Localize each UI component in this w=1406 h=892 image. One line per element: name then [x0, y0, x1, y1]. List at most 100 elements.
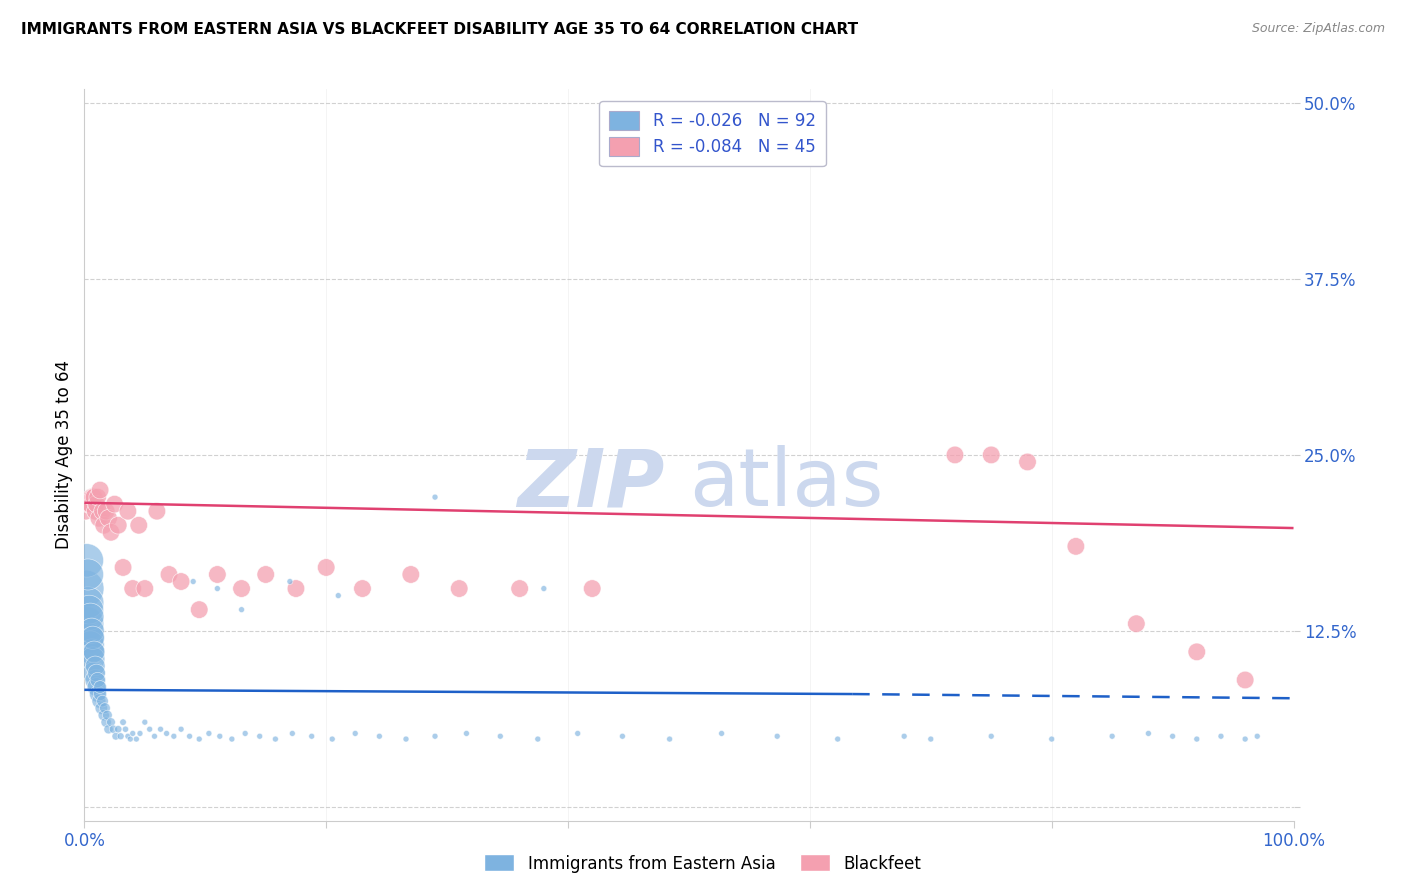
Point [1246, 729, 1268, 743]
Point [249, 729, 271, 743]
Point [103, 723, 125, 737]
Point [86, 665, 108, 680]
Point [658, 732, 681, 747]
Point [157, 567, 180, 582]
Point [87, 511, 110, 525]
Point [423, 490, 446, 504]
Point [75, 582, 97, 596]
Point [89, 483, 111, 497]
Point [1137, 726, 1160, 740]
Point [1040, 732, 1063, 747]
Point [449, 582, 471, 596]
Point [107, 518, 129, 533]
Point [94, 715, 117, 730]
Point [104, 497, 127, 511]
Point [117, 729, 139, 743]
Point [980, 729, 1002, 743]
Point [79, 609, 101, 624]
Point [281, 726, 304, 740]
Point [146, 504, 169, 518]
Point [527, 732, 550, 747]
Point [179, 729, 201, 743]
Point [87, 694, 110, 708]
Point [91, 694, 114, 708]
Point [399, 567, 422, 582]
Point [134, 715, 156, 730]
Point [82, 631, 104, 645]
Text: atlas: atlas [689, 445, 883, 524]
Point [395, 732, 418, 747]
Point [77, 497, 100, 511]
Point [208, 729, 231, 743]
Point [77, 567, 100, 582]
Point [121, 582, 143, 596]
Point [112, 560, 135, 574]
Point [94, 504, 117, 518]
Point [86, 680, 108, 694]
Point [79, 638, 101, 652]
Point [163, 729, 186, 743]
Point [612, 729, 634, 743]
Point [423, 729, 446, 743]
Point [231, 602, 253, 616]
Point [231, 582, 253, 596]
Point [82, 652, 104, 666]
Point [278, 574, 301, 589]
Point [84, 659, 107, 673]
Point [315, 560, 337, 574]
Point [207, 567, 229, 582]
Point [117, 504, 139, 518]
Point [77, 596, 100, 610]
Text: IMMIGRANTS FROM EASTERN ASIA VS BLACKFEET DISABILITY AGE 35 TO 64 CORRELATION CH: IMMIGRANTS FROM EASTERN ASIA VS BLACKFEE… [21, 22, 858, 37]
Point [89, 680, 111, 694]
Point [893, 729, 915, 743]
Point [1125, 616, 1147, 631]
Point [1017, 455, 1039, 469]
Point [1161, 729, 1184, 743]
Point [120, 732, 142, 747]
Point [352, 582, 374, 596]
Point [94, 701, 117, 715]
Point [567, 726, 589, 740]
Point [766, 729, 789, 743]
Point [86, 687, 108, 701]
Point [107, 723, 129, 737]
Point [77, 602, 100, 616]
Point [104, 729, 127, 743]
Point [83, 665, 105, 680]
Point [710, 726, 733, 740]
Point [75, 504, 97, 518]
Point [198, 726, 221, 740]
Point [76, 616, 98, 631]
Point [76, 553, 98, 567]
Point [509, 582, 531, 596]
Point [233, 726, 256, 740]
Point [125, 732, 148, 747]
Point [91, 504, 114, 518]
Point [114, 723, 136, 737]
Point [1234, 673, 1257, 687]
Legend: R = -0.026   N = 92, R = -0.084   N = 45: R = -0.026 N = 92, R = -0.084 N = 45 [599, 101, 825, 166]
Point [110, 729, 132, 743]
Point [93, 708, 115, 723]
Point [1064, 539, 1087, 553]
Point [84, 673, 107, 687]
Point [207, 582, 229, 596]
Point [97, 723, 120, 737]
Point [533, 582, 555, 596]
Point [321, 732, 343, 747]
Point [181, 574, 204, 589]
Point [86, 673, 108, 687]
Legend: Immigrants from Eastern Asia, Blackfeet: Immigrants from Eastern Asia, Blackfeet [478, 847, 928, 880]
Point [328, 589, 350, 603]
Text: ZIP: ZIP [517, 445, 665, 524]
Point [1185, 732, 1208, 747]
Point [86, 497, 108, 511]
Point [128, 518, 150, 533]
Point [301, 729, 323, 743]
Point [920, 732, 942, 747]
Point [112, 715, 135, 730]
Point [89, 687, 111, 701]
Point [84, 504, 107, 518]
Point [943, 448, 966, 462]
